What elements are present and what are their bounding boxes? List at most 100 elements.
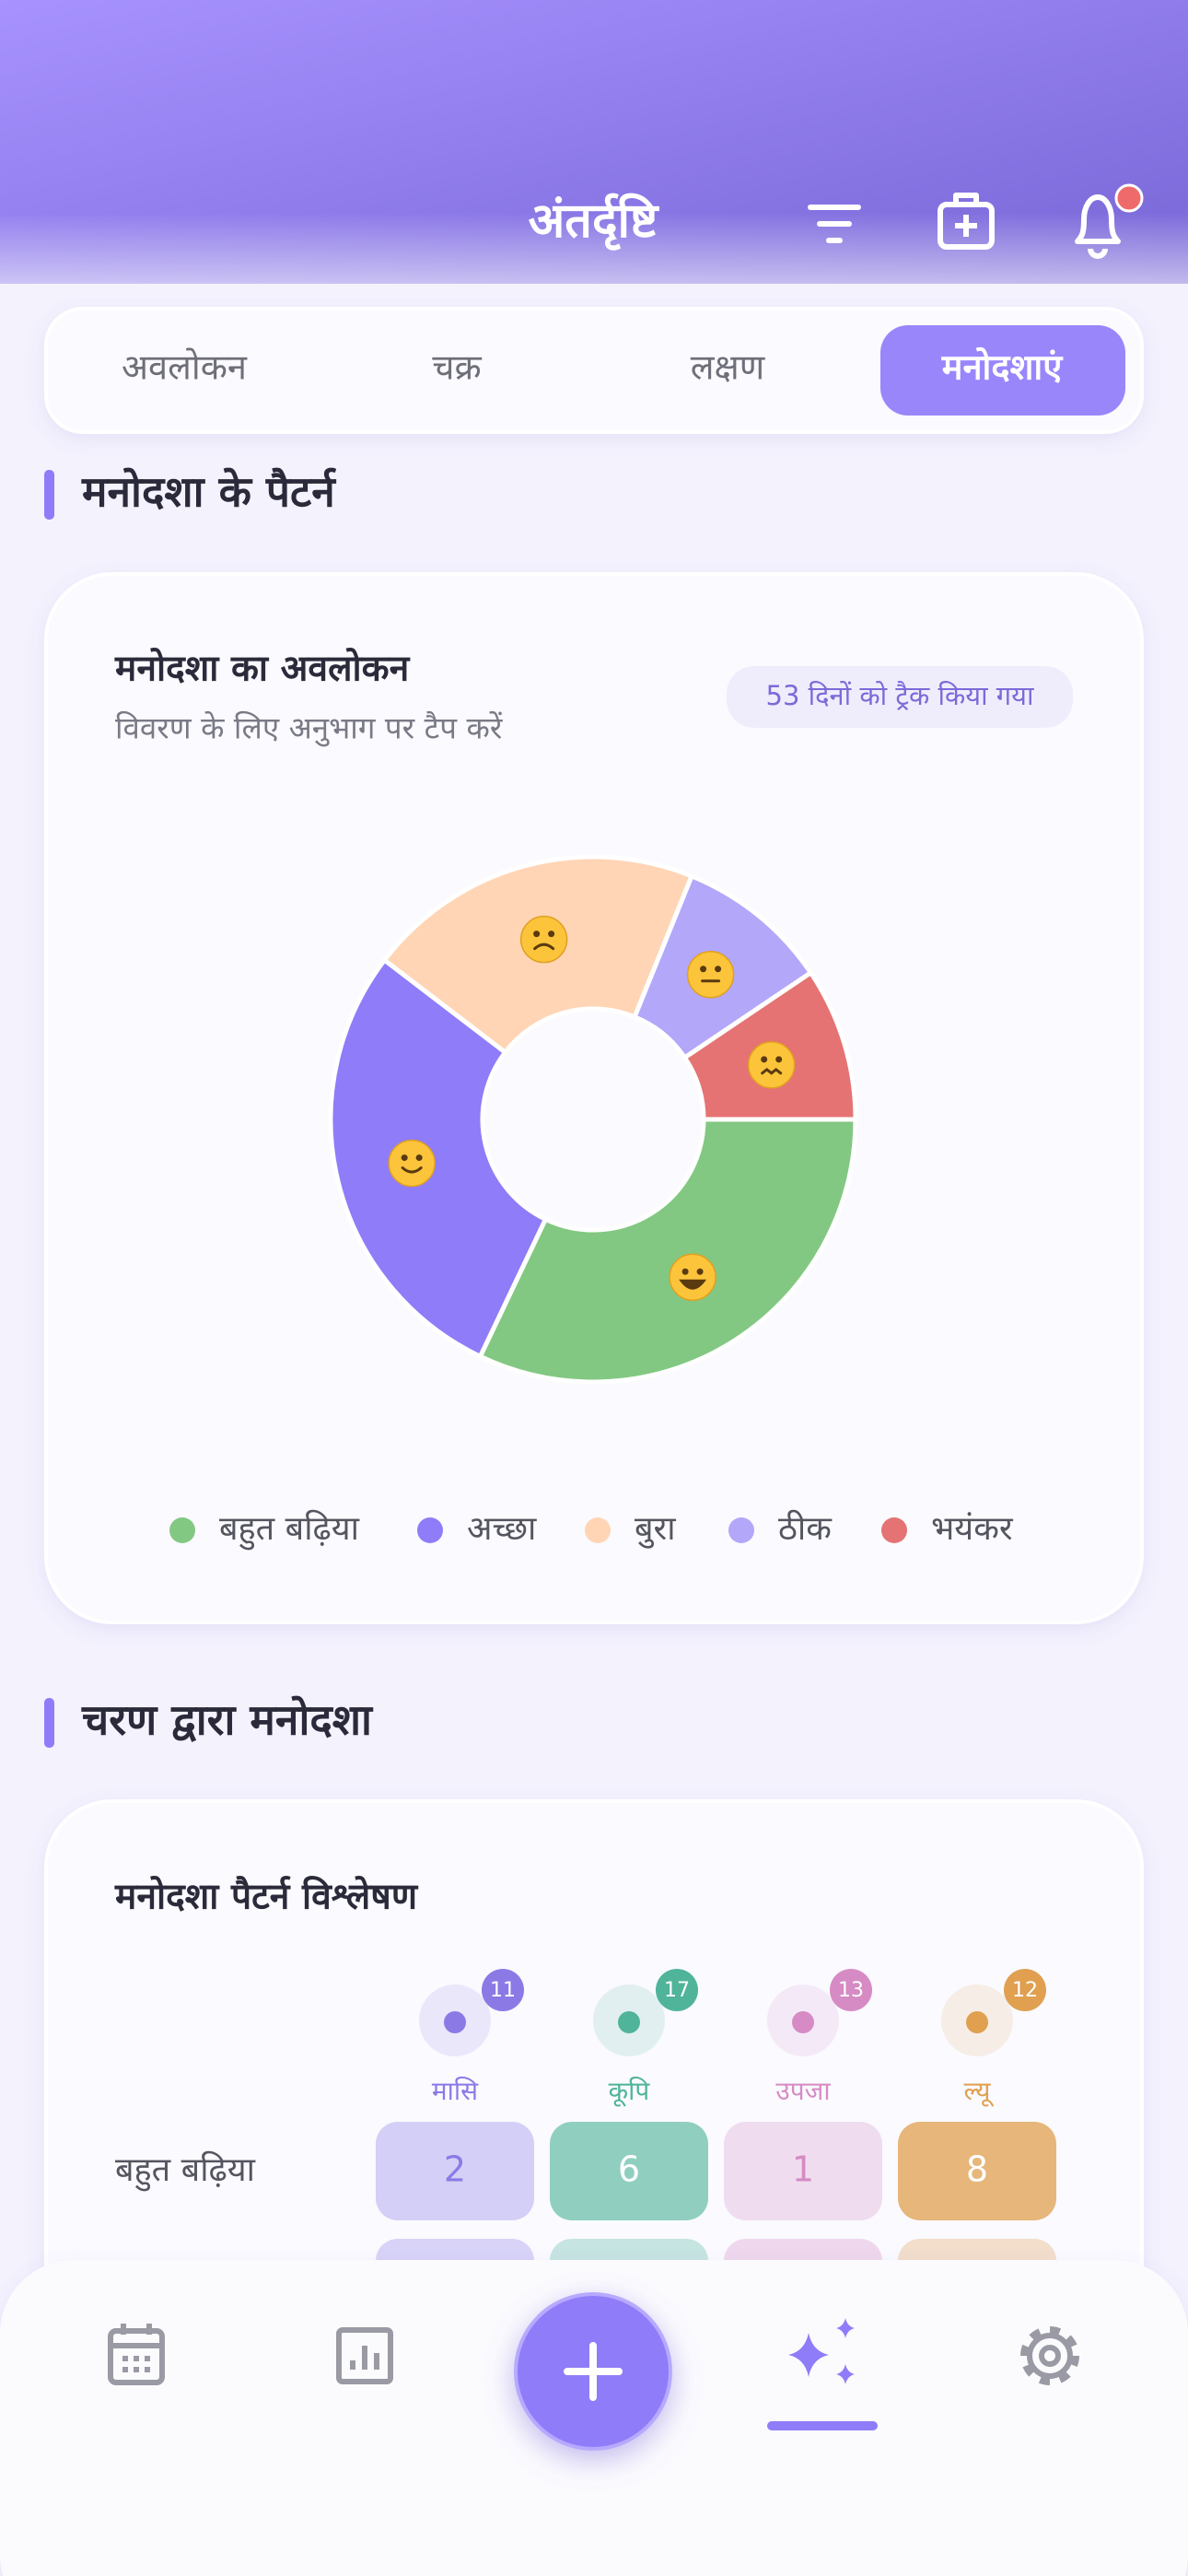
nav-stats[interactable]	[336, 2327, 393, 2384]
mood-face	[669, 1253, 716, 1301]
badge-text: 53 दिनों को ट्रैक किया गया	[766, 680, 1034, 711]
phase-label: उपजा	[775, 2076, 831, 2106]
eye	[533, 931, 541, 938]
phase-label: ल्यू	[963, 2076, 994, 2107]
face	[686, 951, 735, 999]
legend-item: बहुत बढ़िया	[169, 1509, 360, 1551]
bell-icon	[1075, 194, 1121, 244]
chart-title: मनोदशा का अवलोकन	[114, 648, 411, 690]
section-marker	[44, 470, 54, 520]
eye	[775, 1056, 783, 1063]
eye	[761, 1056, 768, 1063]
eye	[401, 1154, 408, 1162]
mouth	[533, 943, 555, 951]
gear-teeth	[1020, 2326, 1079, 2385]
chart-subtitle: विवरण के लिए अनुभाग पर टैप करें	[115, 710, 503, 747]
tabs: अवलोकन चक्र लक्षण मनोदशाएं	[122, 325, 1125, 416]
cell[interactable]	[724, 2122, 882, 2220]
notification-dot	[1114, 183, 1144, 213]
eye	[700, 966, 707, 973]
gear-ring	[1027, 2333, 1073, 2379]
phase-icon	[618, 2011, 640, 2033]
filter-button[interactable]	[808, 205, 861, 243]
legend-label: भयंकर	[931, 1510, 1014, 1548]
calendar-top	[111, 2324, 162, 2348]
tab[interactable]: मनोदशाएं	[880, 325, 1125, 416]
mood-face	[747, 1041, 796, 1089]
donut-segment[interactable]	[328, 956, 549, 1360]
legend-item: ठीक	[728, 1509, 833, 1548]
header-title: अंतर्दृष्टि	[529, 193, 659, 251]
mouth	[679, 1279, 707, 1290]
nav-insights[interactable]	[767, 2318, 878, 2430]
health-button[interactable]	[938, 193, 995, 250]
count-badge-text: 13	[838, 1979, 864, 2002]
sparkle-big	[788, 2333, 829, 2377]
legend: बहुत बढ़िया अच्छा बुरा ठीक भयंकर	[169, 1509, 1014, 1551]
donut-segment[interactable]	[477, 1117, 858, 1385]
fab-plus	[564, 2342, 623, 2401]
section-marker	[44, 1698, 54, 1748]
face	[669, 1253, 716, 1301]
mood-face	[388, 1139, 436, 1188]
legend-dot	[169, 1517, 195, 1543]
cell[interactable]	[898, 2122, 1056, 2220]
face	[747, 1041, 796, 1089]
mouth	[761, 1067, 783, 1075]
tab-label: मनोदशाएं	[941, 347, 1065, 388]
mood-face	[686, 951, 735, 999]
legend-item: अच्छा	[417, 1510, 537, 1548]
legend-dot	[585, 1517, 611, 1543]
tab[interactable]: अवलोकन	[122, 347, 248, 388]
legend-dot	[417, 1517, 443, 1543]
legend-label: बुरा	[635, 1510, 676, 1549]
donut	[328, 854, 858, 1385]
eye	[548, 931, 555, 938]
legend-dot	[881, 1517, 907, 1543]
nav-calendar[interactable]	[108, 2324, 165, 2385]
cell[interactable]	[550, 2122, 708, 2220]
eye	[681, 1268, 689, 1275]
cell-value: 1	[792, 2149, 814, 2190]
section-title: मनोदशा के पैटर्न	[81, 467, 337, 517]
count-badge	[482, 1969, 524, 2011]
notification-button[interactable]	[1075, 183, 1144, 259]
sparkle-small	[836, 2318, 855, 2338]
calendar-icon	[108, 2328, 165, 2385]
legend-label: ठीक	[778, 1509, 833, 1548]
mouth	[401, 1166, 423, 1174]
tab-label: लक्षण	[691, 347, 765, 388]
legend-label: बहुत बढ़िया	[219, 1509, 360, 1551]
legend-item: भयंकर	[881, 1510, 1014, 1548]
sparkle-small	[836, 2364, 855, 2384]
eye	[696, 1268, 704, 1275]
eye	[715, 966, 722, 973]
count-badge	[1004, 1969, 1046, 2011]
legend-dot	[728, 1517, 754, 1543]
nav-settings[interactable]	[1020, 2326, 1079, 2385]
phase-icon	[792, 2011, 814, 2033]
calendar-days	[122, 2356, 150, 2372]
count-badge-text: 17	[664, 1979, 690, 2002]
chart-card	[44, 572, 1144, 1624]
count-badge-text: 12	[1012, 1979, 1038, 2002]
phase-icon	[966, 2011, 988, 2033]
badge	[727, 666, 1073, 728]
mood-face	[519, 915, 568, 964]
cell[interactable]	[376, 2122, 534, 2220]
count-badge	[656, 1969, 698, 2011]
tab[interactable]: लक्षण	[691, 347, 765, 388]
icon-box	[938, 202, 995, 250]
bell-clapper	[1088, 248, 1108, 259]
icon-cross	[955, 215, 977, 237]
nav-add[interactable]	[514, 2292, 672, 2451]
icon-handle	[953, 193, 979, 205]
gear-hub	[1039, 2345, 1061, 2367]
phase-icon	[444, 2011, 466, 2033]
tab-label: अवलोकन	[122, 347, 248, 388]
count-badge	[830, 1969, 872, 2011]
tab[interactable]: चक्र	[432, 347, 482, 388]
eye	[415, 1154, 423, 1162]
